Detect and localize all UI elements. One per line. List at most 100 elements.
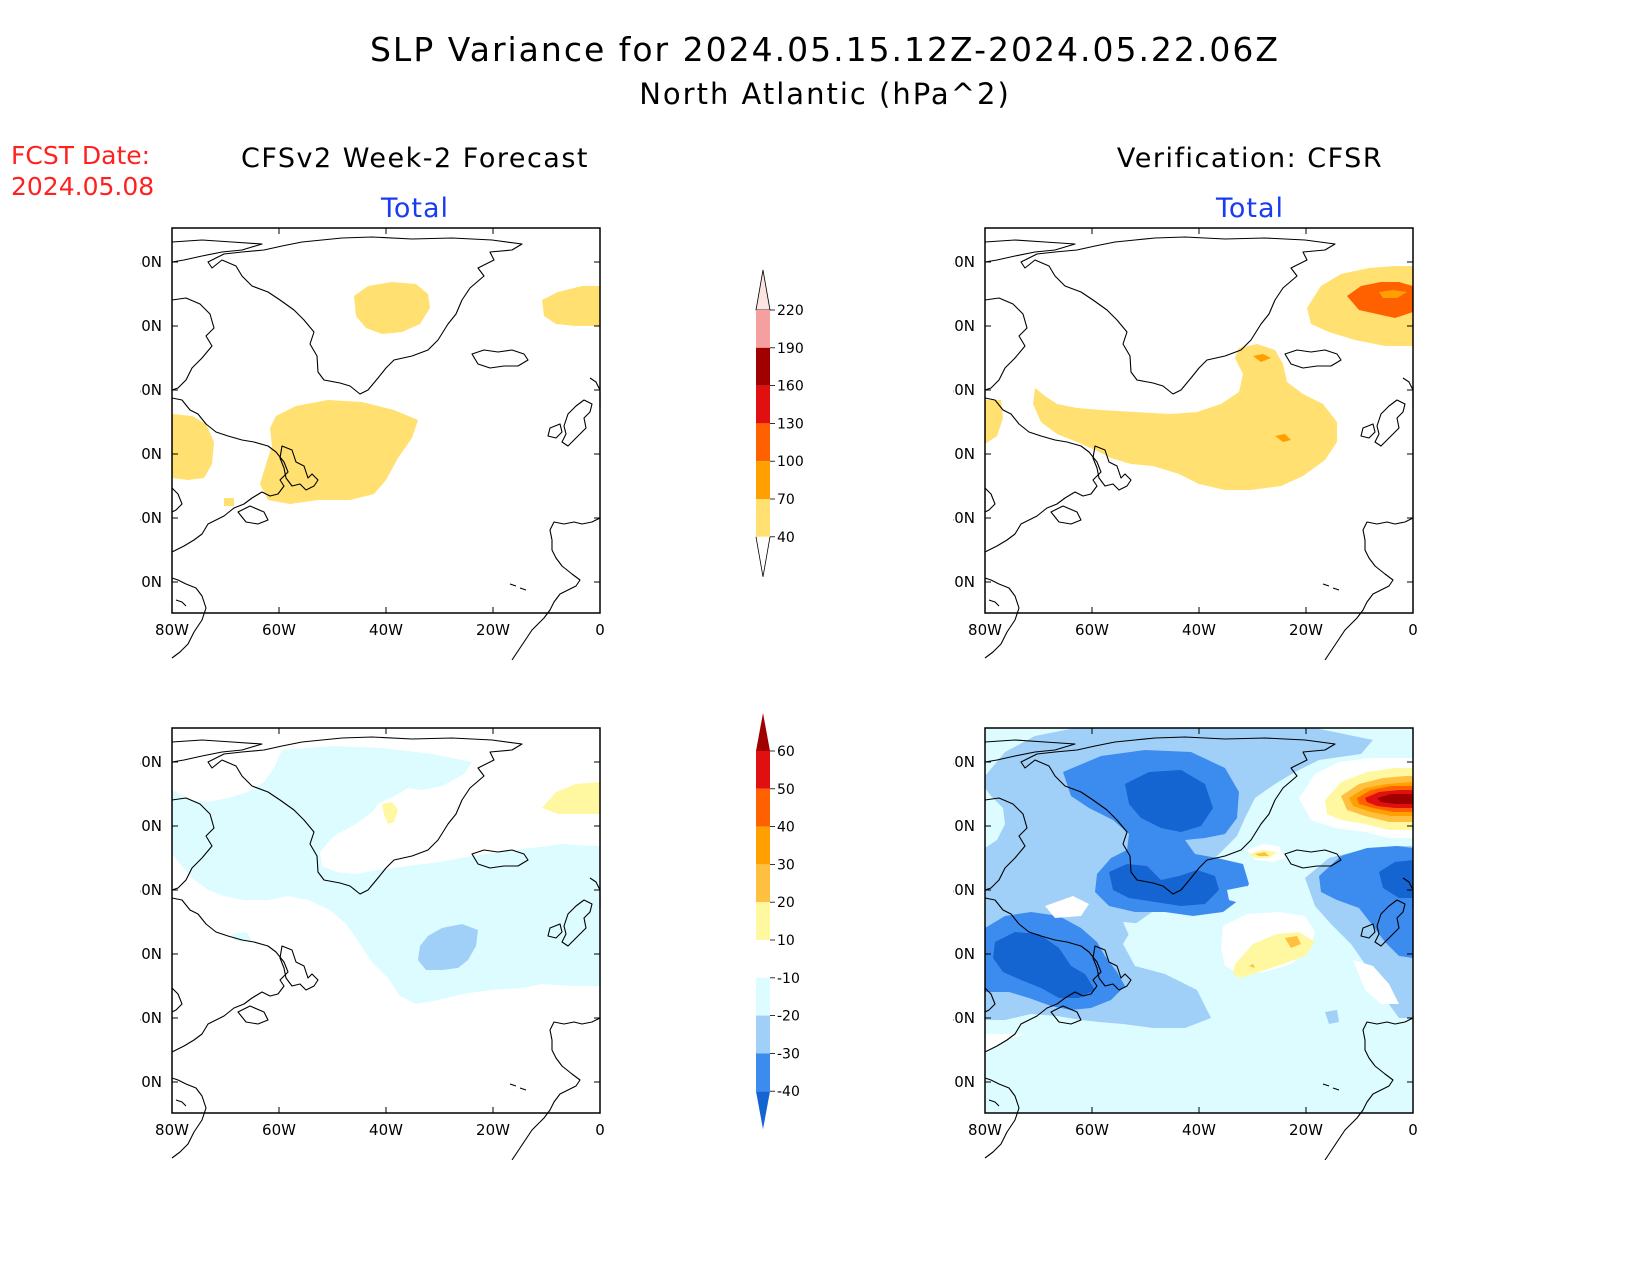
y-tick-label: 60N [953,381,975,399]
forecast-total-title: Total [380,193,450,224]
forecast-date-label: FCST Date: 2024.05.08 [11,140,154,202]
y-tick-label: 30N [953,573,975,591]
verification-total-title: Total [1215,193,1285,224]
y-tick-label: 50N [140,445,162,463]
colorbar-box [756,788,770,827]
colorbar-label: -30 [777,1046,800,1062]
colorbar-box [756,826,770,865]
y-tick-label: 70N [140,817,162,835]
x-tick-label: 40W [1182,621,1216,639]
y-tick-label: 60N [140,881,162,899]
colorbar-box [756,423,770,462]
y-tick-label: 30N [953,1073,975,1091]
colorbar-label: 220 [777,303,804,319]
x-tick-label: 20W [1289,621,1323,639]
x-tick-label: 40W [1182,1121,1216,1139]
colorbar-box [756,499,770,537]
shading-verification-anomaly [985,728,1413,1054]
y-tick-label: 70N [953,317,975,335]
x-tick-label: 40W [369,1121,403,1139]
shading-forecast-anomaly [172,746,600,1004]
y-tick-label: 50N [140,945,162,963]
colorbar-label: 160 [777,379,804,395]
colorbar-label: 50 [777,782,795,798]
colorbar-box [756,1053,770,1092]
right-column-title: Verification: CFSR [1116,143,1384,174]
x-tick-label: 80W [155,1121,189,1139]
map-forecast-anomaly: 80W 60W 40W 20W 0 80N 70N 60N 50N 40N 30N [140,727,605,1160]
y-tick-label: 70N [140,317,162,335]
colorbar-label: 70 [777,492,795,508]
colorbar-box [756,1015,770,1054]
colorbar-box [756,385,770,424]
x-tick-label: 0 [595,621,605,639]
x-tick-label: 60W [262,1121,296,1139]
map-forecast-total: 80W 60W 40W 20W 0 80N 70N 60N 50N 40N 30N [140,227,605,660]
colorbar-box [756,902,770,940]
x-tick-label: 20W [1289,1121,1323,1139]
forecast-date-value: 2024.05.08 [11,172,155,201]
x-tick-label: 60W [1075,621,1109,639]
y-tick-label: 40N [140,509,162,527]
colorbar-label: 10 [777,933,795,949]
x-tick-label: 80W [968,621,1002,639]
colorbar-label: 20 [777,895,795,911]
colorbar-bottom-arrow [755,536,771,577]
colorbar-box [756,461,770,499]
colorbar-label: 100 [777,454,804,470]
shading-verification-total [985,266,1413,490]
y-tick-label: 50N [953,445,975,463]
y-tick-label: 40N [140,1009,162,1027]
colorbar-label: 60 [777,744,795,760]
colorbar-label: 190 [777,341,804,357]
left-column-title: CFSv2 Week-2 Forecast [240,143,589,174]
map-verification-anomaly: 80W 60W 40W 20W 0 80N 70N 60N 50N 40N 30N [953,727,1418,1160]
colorbar-box [756,864,770,903]
axis-ticks-verification-total: 80W 60W 40W 20W 0 80N 70N 60N 50N 40N 30N [953,228,1418,639]
colorbar-top-arrow [756,713,770,751]
axis-ticks-forecast-total: 80W 60W 40W 20W 0 80N 70N 60N 50N 40N 30N [140,228,605,639]
colorbar-anomaly: 60 50 40 30 20 10 -10 -20 -30 -40 [756,713,800,1130]
y-tick-label: 70N [953,817,975,835]
colorbar-label: -10 [777,971,800,987]
main-title: SLP Variance for 2024.05.15.12Z-2024.05.… [369,30,1281,69]
main-subtitle: North Atlantic (hPa^2) [639,77,1011,111]
x-tick-label: 0 [1408,1121,1418,1139]
colorbar-top-arrow [755,269,771,311]
colorbar-label: -40 [777,1084,800,1100]
y-tick-label: 80N [953,253,975,271]
x-tick-label: 80W [968,1121,1002,1139]
y-tick-label: 40N [953,1009,975,1027]
y-tick-label: 60N [953,881,975,899]
colorbar-bottom-arrow [756,1091,770,1130]
y-tick-label: 30N [140,573,162,591]
colorbar-label: -20 [777,1009,800,1025]
y-tick-label: 60N [140,381,162,399]
x-tick-label: 20W [476,621,510,639]
forecast-date-caption: FCST Date: [11,141,151,170]
x-tick-label: 40W [369,621,403,639]
colorbar-box [756,977,770,1016]
colorbar-box [756,751,770,789]
map-verification-total: 80W 60W 40W 20W 0 80N 70N 60N 50N 40N 30N [953,227,1418,660]
shading-forecast-total [172,282,600,506]
axis-ticks-verification-anomaly: 80W 60W 40W 20W 0 80N 70N 60N 50N 40N 30N [953,728,1418,1139]
y-tick-label: 40N [953,509,975,527]
colorbar-box [756,347,770,386]
colorbar-label: 130 [777,416,804,432]
y-tick-label: 80N [140,253,162,271]
y-tick-label: 30N [140,1073,162,1091]
x-tick-label: 20W [476,1121,510,1139]
x-tick-label: 60W [262,621,296,639]
colorbar-total: 220 190 160 130 100 70 40 [755,269,804,577]
colorbar-label: 30 [777,857,795,873]
x-tick-label: 0 [595,1121,605,1139]
colorbar-box [756,310,770,348]
y-tick-label: 80N [140,753,162,771]
x-tick-label: 80W [155,621,189,639]
colorbar-box [756,940,770,978]
y-tick-label: 50N [953,945,975,963]
axis-ticks-forecast-anomaly: 80W 60W 40W 20W 0 80N 70N 60N 50N 40N 30N [140,728,605,1139]
y-tick-label: 80N [953,753,975,771]
x-tick-label: 0 [1408,621,1418,639]
